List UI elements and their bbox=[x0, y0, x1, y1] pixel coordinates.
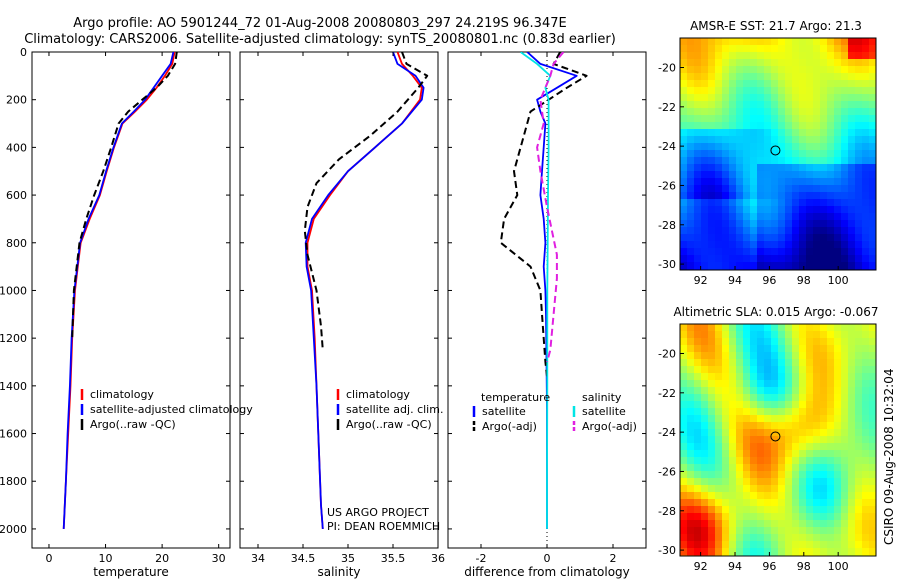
x-axis-label: difference from climatology bbox=[464, 565, 630, 579]
map-y-tick-label: -22 bbox=[658, 101, 676, 114]
map-x-tick-label: 92 bbox=[694, 274, 708, 287]
y-tick-label: 600 bbox=[6, 189, 27, 202]
y-tick-label: 1400 bbox=[0, 380, 27, 393]
x-tick-label: 0 bbox=[45, 552, 52, 565]
sla-map-frame bbox=[679, 323, 877, 557]
legend-group-title: salinity bbox=[582, 391, 622, 404]
legend-label: climatology bbox=[90, 388, 154, 401]
y-tick-label: 1600 bbox=[0, 428, 27, 441]
x-tick-label: 30 bbox=[212, 552, 226, 565]
argo-position-marker bbox=[770, 431, 781, 442]
map-y-tick-label: -26 bbox=[658, 179, 676, 192]
header-line2: Climatology: CARS2006. Satellite-adjuste… bbox=[24, 32, 616, 47]
temperature-panel-frame bbox=[31, 51, 231, 549]
project-annotation: US ARGO PROJECT bbox=[327, 506, 429, 519]
x-tick-label: -2 bbox=[476, 552, 487, 565]
sla-map-title: Altimetric SLA: 0.015 Argo: -0.067 bbox=[673, 305, 878, 319]
legend-label: Argo(..raw -QC) bbox=[90, 418, 176, 431]
map-x-tick-label: 92 bbox=[694, 560, 708, 573]
series-line-temperature-satellite bbox=[526, 52, 578, 529]
series-line-salinity-argo-adj- bbox=[536, 52, 565, 363]
y-tick-label: 1800 bbox=[0, 475, 27, 488]
x-axis-label: temperature bbox=[93, 565, 168, 579]
legend-label: satellite bbox=[482, 405, 526, 418]
header-line1: Argo profile: AO 5901244_72 01-Aug-2008 … bbox=[73, 16, 566, 31]
y-tick-label: 1200 bbox=[0, 332, 27, 345]
series-line-temperature-argo-adj- bbox=[499, 52, 588, 377]
map-y-tick-label: -24 bbox=[658, 140, 676, 153]
y-tick-label: 0 bbox=[20, 46, 27, 59]
series-line-climatology bbox=[306, 52, 423, 529]
x-tick-label: 36 bbox=[431, 552, 445, 565]
map-y-tick-label: -28 bbox=[658, 505, 676, 518]
map-y-tick-label: -28 bbox=[658, 219, 676, 232]
map-x-tick-label: 96 bbox=[762, 560, 776, 573]
x-tick-label: 34 bbox=[251, 552, 265, 565]
y-tick-label: 800 bbox=[6, 237, 27, 250]
x-tick-label: 10 bbox=[99, 552, 113, 565]
y-tick-label: 2000 bbox=[0, 523, 27, 536]
series-line-satellite-adj-clim- bbox=[304, 52, 425, 529]
map-x-tick-label: 100 bbox=[828, 274, 849, 287]
map-y-tick-label: -30 bbox=[658, 544, 676, 557]
legend-label: satellite bbox=[582, 405, 626, 418]
y-tick-label: 400 bbox=[6, 141, 27, 154]
map-x-tick-label: 98 bbox=[797, 560, 811, 573]
map-y-tick-label: -24 bbox=[658, 426, 676, 439]
sst-map: AMSR-E SST: 21.7 Argo: 21.3 92 94 96 98 100 -… bbox=[658, 19, 877, 287]
series-line-argo-raw-qc- bbox=[71, 52, 178, 339]
temperature-panel: 0 10 20 30 temperature 0 200 400 600 800 1000 1200 1… bbox=[0, 46, 253, 579]
salinity-panel: 34 34.5 35 35.5 36 salinity climatology satell… bbox=[239, 51, 445, 579]
csiro-timestamp: CSIRO 09-Aug-2008 10:32:04 bbox=[882, 369, 896, 545]
legend-label: climatology bbox=[346, 388, 410, 401]
y-tick-label: 1000 bbox=[0, 284, 27, 297]
x-tick-label: 35 bbox=[341, 552, 355, 565]
x-tick-label: 35.5 bbox=[381, 552, 406, 565]
map-y-tick-label: -22 bbox=[658, 387, 676, 400]
map-x-tick-label: 96 bbox=[762, 274, 776, 287]
x-axis-label: salinity bbox=[317, 565, 360, 579]
x-tick-label: 34.5 bbox=[291, 552, 316, 565]
legend-label: Argo(..raw -QC) bbox=[346, 418, 432, 431]
legend-label: satellite adj. clim. bbox=[346, 403, 443, 416]
y-tick-label: 200 bbox=[6, 94, 27, 107]
salinity-panel-frame bbox=[239, 51, 439, 549]
legend-label: Argo(-adj) bbox=[482, 420, 537, 433]
series-line-argo-raw-qc- bbox=[303, 52, 429, 351]
map-x-tick-label: 94 bbox=[728, 274, 742, 287]
map-x-tick-label: 98 bbox=[797, 274, 811, 287]
map-y-tick-label: -30 bbox=[658, 258, 676, 271]
map-y-tick-label: -26 bbox=[658, 465, 676, 478]
x-tick-label: 2 bbox=[610, 552, 617, 565]
legend-group-title: temperature bbox=[481, 391, 550, 404]
x-tick-label: 20 bbox=[155, 552, 169, 565]
sst-map-title: AMSR-E SST: 21.7 Argo: 21.3 bbox=[690, 19, 862, 33]
sla-map: Altimetric SLA: 0.015 Argo: -0.067 92 94 9… bbox=[658, 305, 896, 573]
series-line-satellite-adjusted-climatology bbox=[62, 52, 175, 529]
legend-label: satellite-adjusted climatology bbox=[90, 403, 253, 416]
map-x-tick-label: 94 bbox=[728, 560, 742, 573]
map-x-tick-label: 100 bbox=[828, 560, 849, 573]
legend-label: Argo(-adj) bbox=[582, 420, 637, 433]
series-line-salinity-satellite bbox=[520, 52, 552, 529]
argo-position-marker bbox=[770, 145, 781, 156]
map-y-tick-label: -20 bbox=[658, 61, 676, 74]
map-y-tick-label: -20 bbox=[658, 347, 676, 360]
x-tick-label: 0 bbox=[544, 552, 551, 565]
sst-map-frame bbox=[679, 37, 877, 271]
pi-annotation: PI: DEAN ROEMMICH bbox=[327, 520, 440, 533]
